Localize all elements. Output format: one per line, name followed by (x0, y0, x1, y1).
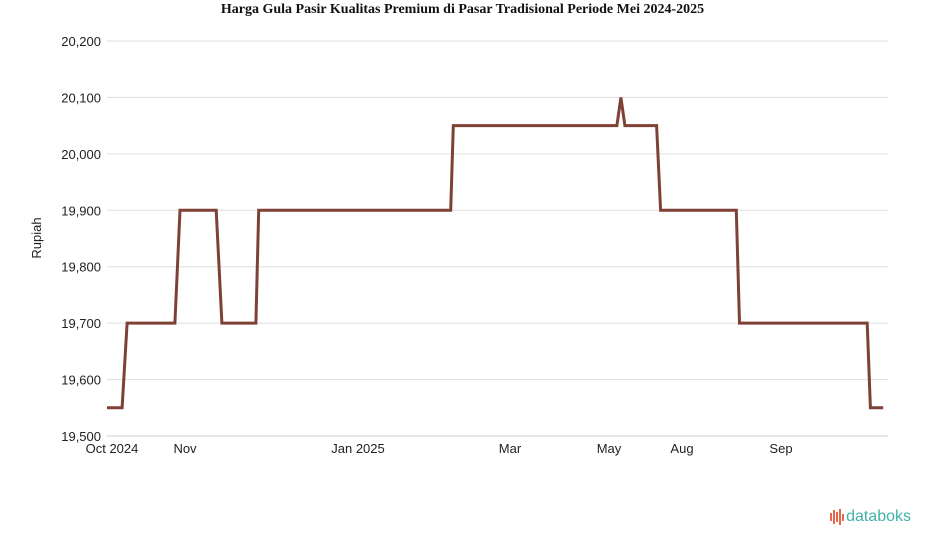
x-tick-label: Aug (670, 441, 693, 456)
y-axis-label: Rupiah (29, 217, 44, 258)
y-tick-label: 20,000 (61, 147, 101, 162)
x-tick-label: Mar (499, 441, 522, 456)
x-tick-label: Nov (173, 441, 197, 456)
y-tick-label: 19,800 (61, 260, 101, 275)
y-tick-label: 19,500 (61, 429, 101, 444)
databoks-logo: databoks (830, 508, 911, 526)
x-tick-label: May (597, 441, 622, 456)
logo-bars-icon (830, 509, 845, 525)
y-tick-label: 19,900 (61, 203, 101, 218)
series-line (107, 97, 884, 410)
logo-text: databoks (846, 508, 911, 525)
x-tick-label: Jan 2025 (331, 441, 385, 456)
chart-title: Harga Gula Pasir Kualitas Premium di Pas… (220, 2, 705, 17)
y-tick-label: 19,700 (61, 316, 101, 331)
x-tick-label: Sep (769, 441, 792, 456)
y-tick-label: 20,100 (61, 90, 101, 105)
y-tick-label: 20,200 (61, 34, 101, 49)
x-tick-label: Oct 2024 (86, 441, 139, 456)
y-tick-label: 19,600 (61, 373, 101, 388)
